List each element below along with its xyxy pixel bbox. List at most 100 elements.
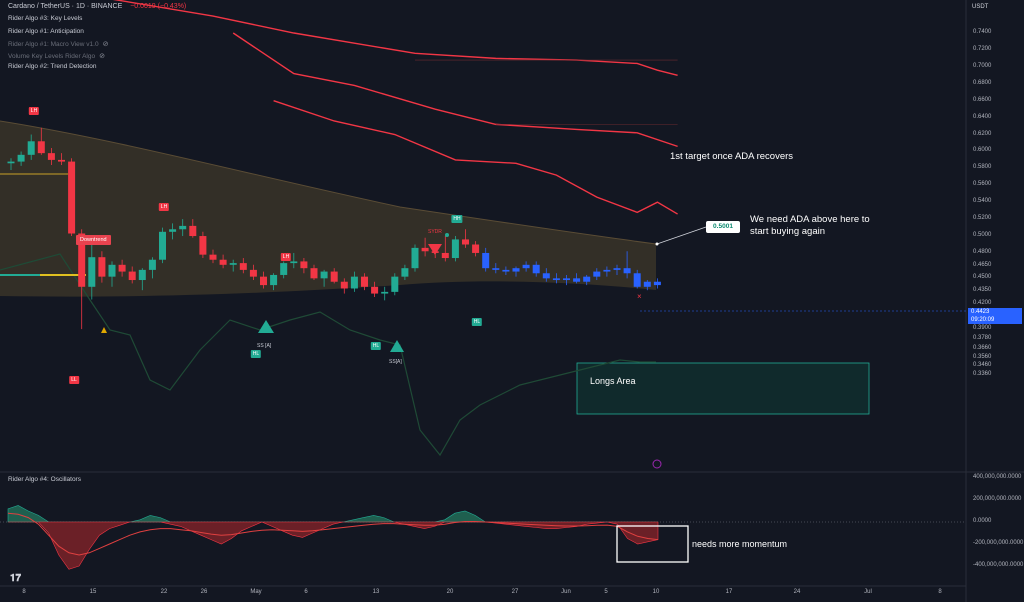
indicator-label: Rider Algo #1: Macro View v1.0 [8, 41, 99, 48]
downtrend-label: Downtrend [76, 235, 111, 245]
countdown-value: 09:20:09 [971, 317, 995, 323]
candle-body [563, 278, 570, 281]
price-tick: 0.4350 [973, 287, 992, 294]
current-price-badge: 0.4423 09:20:09 [968, 308, 1022, 324]
candle-body [148, 259, 156, 270]
candle-body [290, 261, 298, 264]
candle-body [502, 269, 510, 272]
candle-body [78, 233, 86, 287]
time-tick: Jul [864, 589, 872, 595]
need-above-line-2: start buying again [750, 226, 825, 237]
time-tick: May [250, 589, 262, 595]
candle-body [482, 252, 490, 269]
indicator-anticipation[interactable]: Rider Algo #1: Anticipation [8, 28, 84, 35]
momentum-highlight-box [616, 525, 689, 563]
candle-body [249, 269, 257, 277]
resistance-line-2 [232, 32, 678, 148]
candle-body [381, 291, 389, 294]
currency-label[interactable]: USDT [972, 4, 989, 10]
target-annotation: 1st target once ADA recovers [670, 151, 794, 162]
candle-body [472, 244, 480, 253]
symbol-header[interactable]: Cardano / TetherUS · 1D · BINANCE −0.001… [8, 3, 186, 10]
indicator-trend-detection[interactable]: Rider Algo #2: Trend Detection [8, 63, 97, 70]
hidden-eye-icon[interactable]: ⊘ [102, 41, 109, 48]
time-tick: 22 [160, 589, 168, 595]
ss-label-1: SS [A] [257, 343, 272, 349]
candle-body [603, 269, 611, 272]
candle-body [17, 154, 25, 162]
time-tick: 13 [372, 589, 380, 595]
hl-tag-1: HL [250, 350, 262, 358]
resistance-line-3 [273, 100, 678, 215]
price-tick: 0.3460 [973, 362, 992, 369]
ll-tag: LL [69, 376, 79, 384]
candle-body [209, 254, 217, 260]
price-tick: 0.3560 [973, 353, 992, 360]
longs-area-box [576, 362, 870, 415]
osc-signal-line [7, 512, 659, 556]
lh-tag-3: LH [280, 253, 292, 261]
candle-body [643, 281, 651, 287]
candle-body [7, 161, 15, 164]
osc-negative-area [8, 521, 659, 570]
candle-body [340, 281, 348, 289]
price-tick: 0.3360 [973, 370, 992, 377]
time-tick: 8 [938, 589, 942, 595]
candle-body [522, 264, 530, 269]
time-tick: 26 [200, 589, 208, 595]
bar-replay-icon [652, 459, 662, 469]
ss-label-2: SS[A] [389, 359, 402, 365]
price-tick: 0.5400 [973, 198, 992, 205]
hidden-eye-icon[interactable]: ⊘ [99, 53, 105, 60]
price-tick: 0.6400 [973, 113, 992, 120]
indicator-macro-view[interactable]: Rider Algo #1: Macro View v1.0 ⊘ [8, 40, 108, 48]
osc-tick: 400,000,000.0000 [973, 474, 1022, 480]
candle-body [633, 273, 641, 287]
candle-body [98, 257, 106, 277]
price-tick: 0.4500 [973, 274, 992, 281]
warning-icon [101, 327, 107, 333]
price-tick: 0.3780 [973, 335, 992, 342]
cloud-upper-edge [0, 120, 657, 245]
osc-tick: 200,000,000.0000 [973, 496, 1022, 502]
time-tick: 10 [652, 589, 660, 595]
oscillator-label: Rider Algo #4: Oscillators [8, 476, 81, 483]
symbol-title[interactable]: Cardano / TetherUS · 1D · BINANCE [8, 3, 123, 10]
candle-body [462, 239, 469, 245]
candle-body [573, 278, 581, 282]
price-tick: 0.3660 [973, 345, 992, 352]
candle-body [280, 263, 288, 275]
time-tick: 17 [725, 589, 733, 595]
candle-body [189, 225, 197, 237]
time-tick: 15 [89, 589, 97, 595]
candle-body [330, 271, 338, 282]
candle-body [108, 264, 116, 277]
callout-anchor [655, 242, 659, 246]
candle-body [239, 263, 247, 270]
candle-body [361, 276, 368, 287]
candle-body [270, 274, 278, 286]
candle-body [88, 257, 96, 287]
resistance-line-1 [112, 0, 678, 76]
lh-tag-2: LH [158, 203, 170, 211]
ss-triangle-2 [390, 340, 404, 352]
time-tick: 20 [446, 589, 454, 595]
candle-body [199, 236, 207, 255]
candle-body [421, 247, 429, 252]
price-tick: 0.6000 [973, 147, 992, 154]
trend-line [0, 253, 656, 457]
indicator-volume-key-levels[interactable]: Volume Key Levels Rider Algo ⊘ [8, 52, 105, 60]
ss-triangle-1 [258, 320, 274, 333]
indicator-label: Rider Algo #1: Anticipation [8, 28, 84, 35]
time-tick: 24 [793, 589, 801, 595]
price-tick: 0.6200 [973, 130, 992, 137]
hh-tag: HH [451, 215, 463, 223]
cross-marker: × [637, 292, 642, 301]
candle-body [391, 276, 399, 292]
candle-body [653, 281, 661, 286]
candle-body [229, 263, 237, 265]
candle-body [179, 225, 187, 230]
indicator-key-levels[interactable]: Rider Algo #3: Key Levels [8, 15, 82, 22]
oscillator-title[interactable]: Rider Algo #4: Oscillators [8, 476, 81, 483]
